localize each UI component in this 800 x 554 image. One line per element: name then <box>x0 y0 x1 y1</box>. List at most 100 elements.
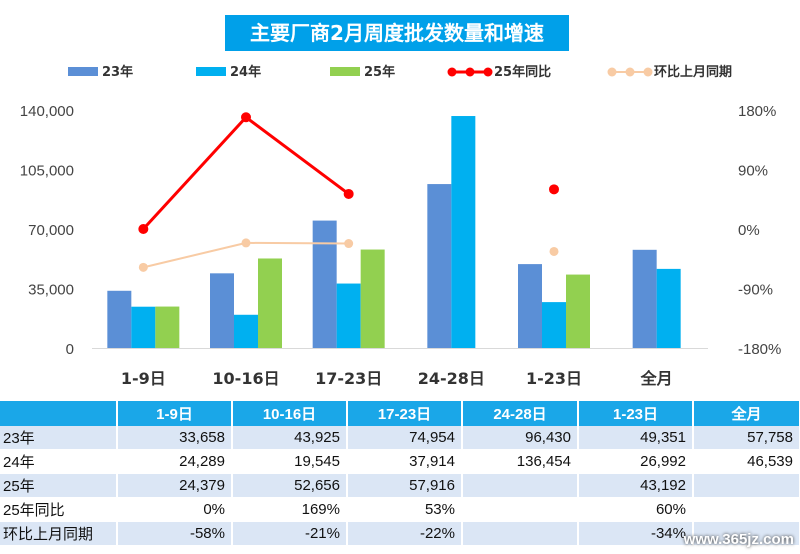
x-tick-label: 17-23日 <box>315 369 382 388</box>
bar <box>107 290 132 348</box>
legend-label: 24年 <box>230 64 261 80</box>
series-point <box>138 224 149 234</box>
table-row: 24年 24,289 19,545 37,914 136,454 26,992 … <box>0 449 800 474</box>
y-tick-label: 105,000 <box>20 163 74 180</box>
series-point <box>344 239 354 249</box>
legend-marker <box>483 67 493 77</box>
table-cell: 24,289 <box>117 449 233 474</box>
table-cell: -21% <box>232 521 348 546</box>
table-header-cell: 24-28日 <box>462 401 579 426</box>
table-cell: 169% <box>232 497 348 522</box>
legend-swatch <box>330 67 360 76</box>
table-cell: -22% <box>347 521 463 546</box>
table-header-cell: 17-23日 <box>347 401 463 426</box>
table-row: 25年同比 0% 169% 53% 60% <box>0 497 800 522</box>
table-cell: 19,545 <box>232 449 348 474</box>
table-cell: 52,656 <box>232 473 348 498</box>
table-cell: 57,916 <box>347 473 463 498</box>
legend-marker <box>643 67 653 77</box>
bar <box>155 306 180 348</box>
series-line-segment <box>245 241 349 245</box>
table-cell <box>693 497 800 522</box>
legend-marker <box>447 67 457 77</box>
table-header-cell: 1-23日 <box>578 401 694 426</box>
y-tick-label: 35,000 <box>28 282 74 299</box>
table-header-row: 1-9日 10-16日 17-23日 24-28日 1-23日 全月 <box>0 401 800 426</box>
row-label: 环比上月同期 <box>0 521 118 546</box>
table-cell: 43,192 <box>578 473 694 498</box>
legend-swatch <box>196 67 226 76</box>
y2-tick-label: -90% <box>738 282 773 299</box>
bar <box>360 249 385 348</box>
table-row: 25年 24,379 52,656 57,916 43,192 <box>0 473 800 498</box>
table-cell: 60% <box>578 497 694 522</box>
y-tick-label: 70,000 <box>28 222 74 239</box>
table-cell <box>462 473 579 498</box>
row-label: 25年 <box>0 473 118 498</box>
table-cell <box>693 473 800 498</box>
y2-tick-label: 90% <box>738 163 768 180</box>
bar <box>566 274 590 348</box>
series-line-segment <box>143 241 247 269</box>
legend-label: 环比上月同期 <box>654 64 732 80</box>
x-tick-label: 10-16日 <box>212 369 279 388</box>
table-header-cell: 全月 <box>693 401 800 426</box>
bar <box>656 268 681 348</box>
series-point <box>138 262 148 272</box>
bar <box>258 258 282 348</box>
y-tick-label: 0 <box>66 341 74 358</box>
bar <box>518 264 542 348</box>
x-tick-label: 1-9日 <box>121 369 166 388</box>
y2-tick-label: 0% <box>738 222 760 239</box>
bar <box>427 184 452 348</box>
y2-tick-label: 180% <box>738 103 776 120</box>
chart-title: 主要厂商2月周度批发数量和增速 <box>225 15 569 51</box>
series-point <box>241 112 251 123</box>
table-cell: 74,954 <box>347 426 463 450</box>
y2-tick-label: -180% <box>738 341 781 358</box>
table-cell: 136,454 <box>462 449 579 474</box>
series-line-segment <box>245 116 350 196</box>
table-row: 23年 33,658 43,925 74,954 96,430 49,351 5… <box>0 426 800 450</box>
table-header-cell: 10-16日 <box>232 401 348 426</box>
series-point <box>241 238 251 248</box>
legend-swatch <box>68 67 98 76</box>
x-tick-label: 24-28日 <box>418 369 485 388</box>
bar <box>210 273 234 348</box>
legend-label: 25年 <box>364 64 395 80</box>
bar <box>542 302 566 348</box>
legend-label: 23年 <box>102 64 133 80</box>
bar <box>312 220 337 348</box>
table-header-cell <box>0 401 118 426</box>
table-cell: -34% <box>578 521 694 546</box>
table-cell: 26,992 <box>578 449 694 474</box>
table-cell <box>693 521 800 546</box>
table-header-cell: 1-9日 <box>117 401 233 426</box>
table-cell: 96,430 <box>462 426 579 450</box>
bar <box>451 116 476 348</box>
series-point <box>549 184 559 195</box>
table-cell: 53% <box>347 497 463 522</box>
table-cell: 24,379 <box>117 473 233 498</box>
x-tick-label: 全月 <box>640 369 673 388</box>
table-cell <box>462 521 579 546</box>
row-label: 25年同比 <box>0 497 118 522</box>
row-label: 23年 <box>0 426 118 450</box>
series-line-segment <box>142 116 248 231</box>
table-row: 环比上月同期 -58% -21% -22% -34% <box>0 521 800 546</box>
table-cell: 43,925 <box>232 426 348 450</box>
table-cell <box>462 497 579 522</box>
series-point <box>549 246 559 256</box>
x-tick-label: 1-23日 <box>526 369 582 388</box>
watermark: www.365jz.com <box>683 531 794 548</box>
legend-label: 25年同比 <box>494 64 551 80</box>
row-label: 24年 <box>0 449 118 474</box>
table-cell: 57,758 <box>693 426 800 450</box>
table-cell: 33,658 <box>117 426 233 450</box>
y-tick-label: 140,000 <box>20 103 74 120</box>
bar <box>131 306 156 348</box>
bar <box>632 249 657 348</box>
series-point <box>343 188 354 199</box>
legend-marker <box>465 67 475 77</box>
table-cell: 46,539 <box>693 449 800 474</box>
